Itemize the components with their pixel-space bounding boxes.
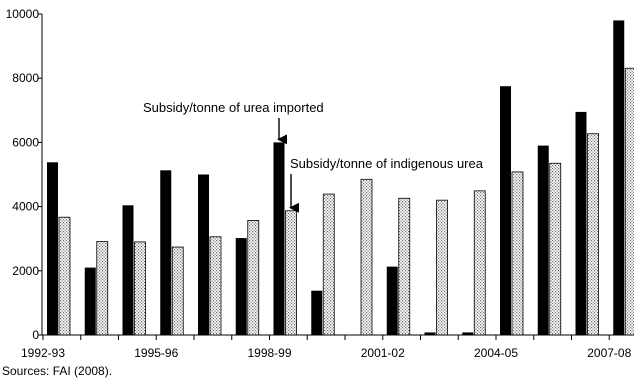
bar-dotted-1994-95 [134, 241, 146, 336]
bar-dotted-1999-00 [322, 193, 335, 336]
bar-solid-2004-05 [500, 86, 511, 335]
bar-solid-1997-98 [235, 238, 247, 335]
bar-dotted-2001-02 [398, 197, 411, 336]
y-tick-label: 8000 [12, 71, 39, 85]
bar-dotted-2003-04 [473, 190, 486, 336]
bar-solid-1994-95 [122, 205, 134, 335]
bar-solid-1999-00 [311, 290, 323, 335]
bar-dotted-2006-07 [587, 133, 599, 336]
bar-dotted-1997-98 [247, 220, 260, 336]
bar-solid-2005-06 [537, 145, 549, 335]
bar-solid-2006-07 [575, 111, 587, 335]
bar-solid-2003-04 [462, 332, 474, 335]
x-axis-ticks: 1992-93 1995-96 1998-99 2001-02 2004-05 2007-… [21, 335, 632, 360]
bar-solid-2007-08 [613, 20, 625, 335]
bar-solid-1998-99 [273, 142, 285, 335]
bar-solid-1993-94 [84, 267, 96, 335]
y-tick-label: 4000 [12, 200, 39, 214]
bar-solid-1992-93 [47, 162, 58, 335]
annotations-layer: Subsidy/tonne of urea imported Subsidy/to… [143, 100, 484, 213]
y-axis-ticks: 0 2000 4000 6000 8000 10000 [6, 7, 42, 342]
bar-solid-2002-03 [424, 332, 436, 335]
bar-dotted-1995-96 [171, 246, 184, 336]
annotation-label: Subsidy/tonne of indigenous urea [290, 156, 484, 171]
x-tick-label: 2001-02 [361, 346, 405, 360]
bar-dotted-1992-93 [58, 216, 71, 336]
bar-solid-2001-02 [386, 266, 398, 335]
y-tick-label: 10000 [6, 7, 40, 21]
bar-solid-1996-97 [198, 174, 209, 335]
bar-dotted-2007-08 [624, 67, 634, 336]
x-tick-label: 1998-99 [247, 346, 291, 360]
bar-dotted-1993-94 [96, 241, 109, 336]
annotation-label: Subsidy/tonne of urea imported [143, 100, 324, 115]
y-tick-label: 6000 [12, 135, 39, 149]
bar-dotted-1996-97 [209, 236, 222, 336]
x-tick-label: 2004-05 [474, 346, 518, 360]
bar-dotted-2002-03 [436, 199, 448, 336]
bars-layer [47, 20, 634, 336]
bar-dotted-2005-06 [549, 162, 562, 336]
x-tick-label: 1995-96 [134, 346, 178, 360]
bar-dotted-2004-05 [511, 171, 524, 336]
y-tick-label: 2000 [12, 264, 39, 278]
bar-solid-1995-96 [160, 170, 172, 335]
x-tick-label: 1992-93 [21, 346, 65, 360]
x-tick-label: 2007-08 [587, 346, 631, 360]
source-note: Sources: FAI (2008). [2, 364, 113, 378]
y-tick-label: 0 [32, 328, 39, 342]
bar-dotted-2000-01 [360, 178, 373, 336]
bar-dotted-1998-99 [285, 210, 297, 336]
